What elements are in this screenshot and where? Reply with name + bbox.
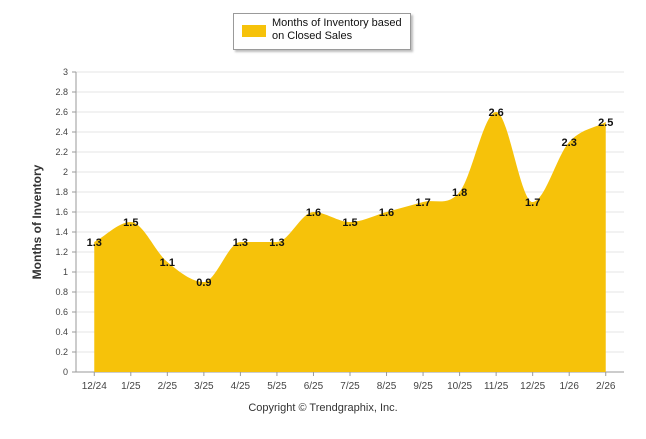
- x-tick-label: 4/25: [231, 381, 251, 392]
- x-tick-label: 1/26: [559, 381, 579, 392]
- legend: Months of Inventory based on Closed Sale…: [233, 13, 411, 50]
- data-label: 1.6: [306, 207, 321, 219]
- x-tick-label: 12/25: [520, 381, 545, 392]
- y-tick-labels: 0 0.2 0.4 0.6 0.8 1 1.2 1.4 1.6 1.8 2 2.2 2.4 2.6 2.8 3: [55, 67, 68, 377]
- x-tick-label: 5/25: [267, 381, 287, 392]
- data-label: 2.3: [562, 137, 577, 149]
- y-tick-label: 2.2: [55, 147, 68, 157]
- x-tick-label: 9/25: [413, 381, 433, 392]
- x-tick-label: 8/25: [377, 381, 397, 392]
- data-label: 1.3: [87, 237, 102, 249]
- x-tick-label: 6/25: [304, 381, 324, 392]
- x-tick-label: 7/25: [340, 381, 360, 392]
- data-labels: 1.3 1.5 1.1 0.9 1.3 1.3 1.6 1.5 1.6 1.7 1.8 2.6 1.7 2…: [87, 107, 614, 289]
- data-label: 1.3: [233, 237, 248, 249]
- x-tick-label: 2/26: [596, 381, 616, 392]
- x-tick-label: 1/25: [121, 381, 141, 392]
- y-tick-label: 0.6: [55, 307, 68, 317]
- data-label: 1.7: [415, 197, 430, 209]
- x-tick-labels: 12/24 1/25 2/25 3/25 4/25 5/25 6/25 7/25 8/25 9/2…: [82, 372, 616, 392]
- data-label: 1.3: [269, 237, 284, 249]
- data-label: 2.6: [488, 107, 503, 119]
- y-axis-title: Months of Inventory: [30, 164, 44, 279]
- data-label: 1.5: [342, 217, 357, 229]
- data-label: 0.9: [196, 277, 211, 289]
- y-tick-label: 2.6: [55, 107, 68, 117]
- copyright-text: Copyright © Trendgraphix, Inc.: [248, 402, 398, 414]
- legend-swatch: [242, 25, 266, 37]
- y-tick-label: 0.4: [55, 327, 68, 337]
- x-tick-label: 12/24: [82, 381, 107, 392]
- y-tick-label: 2.4: [55, 127, 68, 137]
- data-label: 1.7: [525, 197, 540, 209]
- y-tick-label: 0.8: [55, 287, 68, 297]
- y-tick-label: 1: [63, 267, 68, 277]
- y-tick-label: 1.2: [55, 247, 68, 257]
- y-tick-label: 0: [63, 367, 68, 377]
- y-tick-label: 1.6: [55, 207, 68, 217]
- y-tick-label: 2: [63, 167, 68, 177]
- x-tick-label: 2/25: [158, 381, 178, 392]
- data-label: 1.5: [123, 217, 138, 229]
- legend-label: Months of Inventory based on Closed Sale…: [272, 17, 402, 42]
- area-series: [94, 112, 606, 372]
- y-tick-label: 1.8: [55, 187, 68, 197]
- x-tick-label: 3/25: [194, 381, 214, 392]
- y-tick-label: 2.8: [55, 87, 68, 97]
- data-label: 2.5: [598, 117, 613, 129]
- y-tick-label: 3: [63, 67, 68, 77]
- data-label: 1.6: [379, 207, 394, 219]
- y-tick-label: 1.4: [55, 227, 68, 237]
- y-tick-label: 0.2: [55, 347, 68, 357]
- x-tick-label: 10/25: [447, 381, 472, 392]
- data-label: 1.8: [452, 187, 467, 199]
- data-label: 1.1: [160, 257, 175, 269]
- x-tick-label: 11/25: [484, 381, 509, 392]
